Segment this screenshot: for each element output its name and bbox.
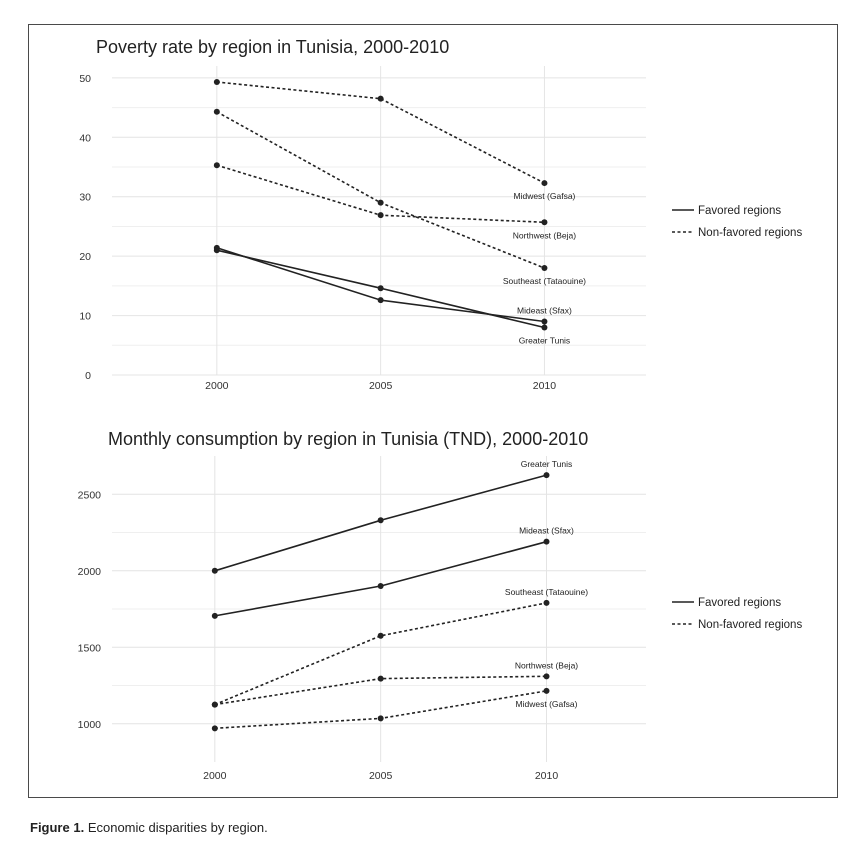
y-tick-label: 50 (79, 73, 91, 85)
data-point (541, 324, 548, 331)
data-point (377, 517, 384, 524)
data-point (543, 538, 550, 545)
data-point (377, 95, 384, 102)
x-tick-label: 2000 (203, 770, 227, 782)
data-point (211, 612, 218, 619)
data-point (377, 675, 384, 682)
data-point (377, 212, 384, 219)
data-point (541, 219, 548, 226)
data-point (377, 285, 384, 292)
data-point (543, 599, 550, 606)
y-tick-label: 1500 (78, 642, 102, 654)
x-tick-label: 2010 (533, 380, 557, 392)
x-tick-label: 2005 (369, 770, 393, 782)
data-point (213, 247, 220, 254)
series-label: Mideast (Sfax) (517, 306, 572, 316)
legend-label: Non-favored regions (698, 619, 802, 631)
data-point (213, 108, 220, 115)
data-point (543, 472, 550, 479)
legend-label: Favored regions (698, 597, 781, 609)
series-label: Southeast (Tataouine) (503, 276, 586, 286)
chart-title: Monthly consumption by region in Tunisia… (108, 429, 588, 449)
x-tick-label: 2010 (535, 770, 559, 782)
y-tick-label: 40 (79, 132, 91, 144)
figure-caption: Figure 1. Economic disparities by region… (30, 820, 268, 835)
x-tick-label: 2000 (205, 380, 229, 392)
data-point (541, 318, 548, 325)
y-tick-label: 10 (79, 311, 91, 323)
data-point (213, 162, 220, 169)
chart-title: Poverty rate by region in Tunisia, 2000-… (96, 37, 449, 57)
series-label: Southeast (Tataouine) (505, 587, 588, 597)
figure-number: Figure 1. (30, 820, 85, 835)
data-point (541, 265, 548, 272)
series-line (216, 81, 545, 184)
data-point (213, 79, 220, 86)
series-line (214, 602, 547, 706)
legend-label: Non-favored regions (698, 227, 802, 239)
chart-1: Poverty rate by region in Tunisia, 2000-… (79, 37, 802, 392)
series-label: Midwest (Gafsa) (514, 191, 576, 201)
data-point (377, 583, 384, 590)
data-point (377, 715, 384, 722)
series-label: Midwest (Gafsa) (516, 699, 578, 709)
data-point (543, 673, 550, 680)
data-point (541, 180, 548, 187)
caption-text: Economic disparities by region. (87, 820, 268, 835)
y-tick-label: 2000 (78, 566, 102, 578)
data-point (543, 687, 550, 694)
y-tick-label: 20 (79, 251, 91, 263)
series-label: Northwest (Beja) (515, 660, 578, 670)
figure-frame (28, 24, 838, 798)
y-tick-label: 30 (79, 192, 91, 204)
y-tick-label: 2500 (78, 489, 102, 501)
y-tick-label: 0 (85, 370, 91, 382)
y-tick-label: 1000 (78, 719, 102, 731)
series-label: Greater Tunis (521, 459, 573, 469)
data-point (377, 632, 384, 639)
x-tick-label: 2005 (369, 380, 393, 392)
series-label: Greater Tunis (519, 335, 571, 345)
data-point (211, 725, 218, 732)
data-point (377, 199, 384, 206)
legend-label: Favored regions (698, 205, 781, 217)
chart-2: Monthly consumption by region in Tunisia… (78, 429, 803, 782)
data-point (211, 701, 218, 708)
series-label: Mideast (Sfax) (519, 526, 574, 536)
data-point (377, 297, 384, 304)
series-label: Northwest (Beja) (513, 230, 576, 240)
data-point (211, 567, 218, 574)
